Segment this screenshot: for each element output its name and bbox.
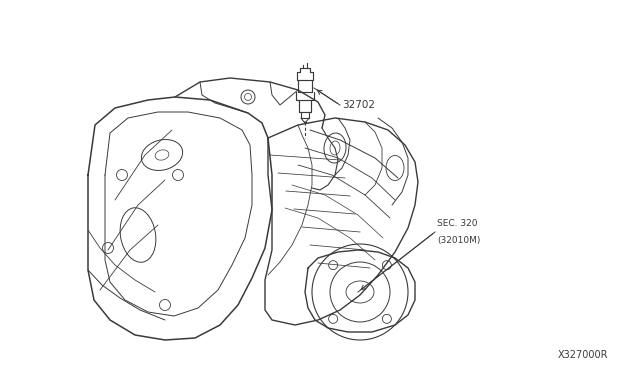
- Text: (32010M): (32010M): [437, 236, 481, 245]
- Text: 32702: 32702: [342, 100, 375, 110]
- Text: X327000R: X327000R: [558, 350, 609, 360]
- Text: SEC. 320: SEC. 320: [437, 219, 477, 228]
